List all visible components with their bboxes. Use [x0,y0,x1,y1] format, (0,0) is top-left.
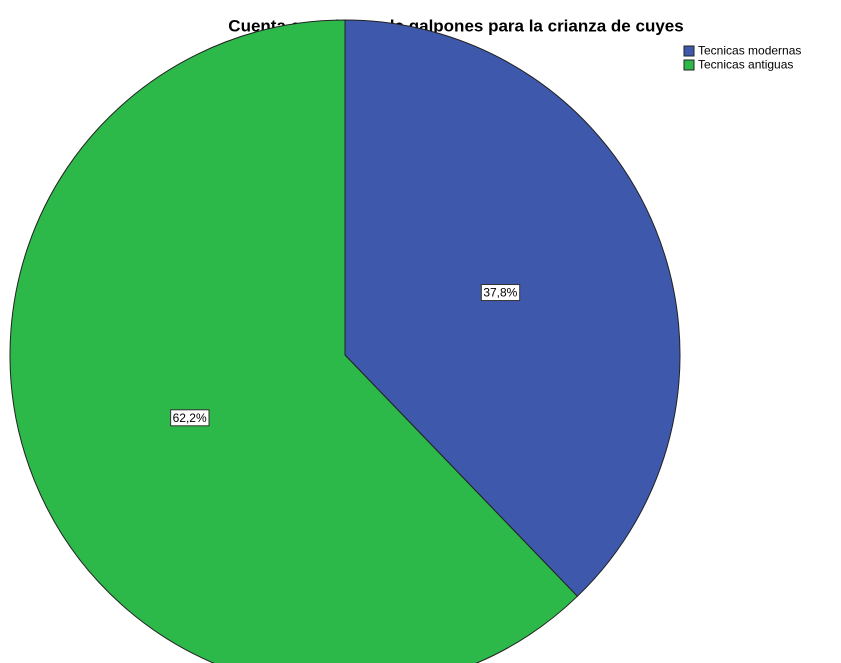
legend-label: Tecnicas modernas [698,44,801,58]
legend-label: Tecnicas antiguas [698,58,793,72]
pie-slice [9,19,579,663]
value-label-box [480,284,521,302]
legend-swatch [683,45,695,57]
value-label-box [170,409,210,427]
legend-swatch [683,59,695,71]
value-label: 62,2% [173,411,207,425]
value-label: 37,8% [483,286,517,300]
pie-slice [344,19,681,598]
